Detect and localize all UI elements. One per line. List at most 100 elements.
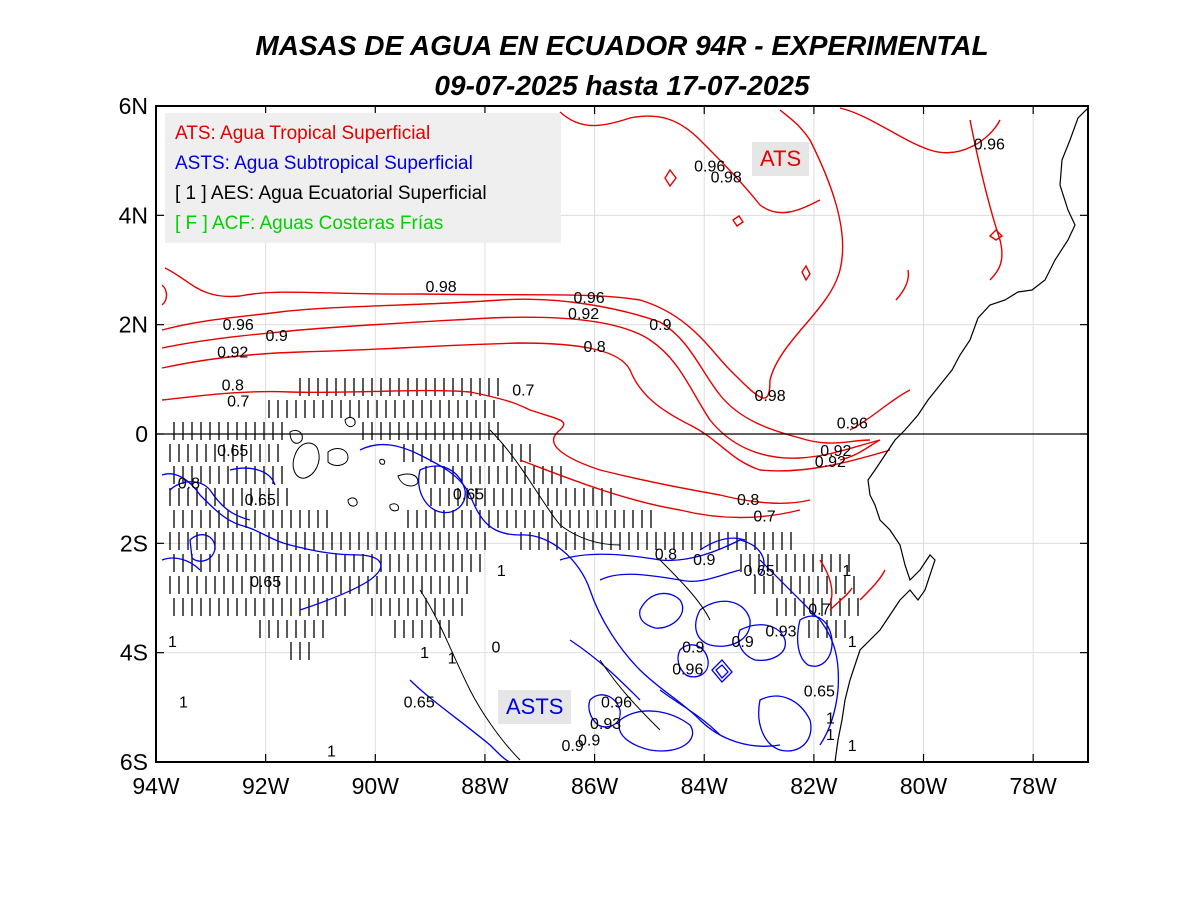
- legend-item-asts: ASTS: Agua Subtropical Superficial: [175, 153, 473, 174]
- axis-ticks: [155, 105, 1088, 763]
- ats-small-loop-5: [895, 269, 910, 301]
- ats-contour-coast-2: [839, 439, 881, 461]
- contour-label: 0.65: [245, 492, 276, 509]
- island-san-cristobal: [397, 473, 419, 487]
- galapagos-islands: [289, 416, 419, 512]
- contour-label: 0.65: [804, 683, 835, 700]
- contour-label: 0.93: [765, 623, 796, 640]
- legend-item-aes: [ 1 ] AES: Agua Ecuatorial Superficial: [175, 183, 487, 204]
- x-tick-label: 90W: [352, 773, 400, 799]
- x-tick-label: 80W: [900, 773, 948, 799]
- y-tick-label: 4N: [119, 202, 148, 228]
- aes-contour-1: [489, 429, 621, 546]
- ats-contour-07: [161, 389, 811, 504]
- ats-contour-08: [161, 342, 891, 472]
- island-santa-cruz: [327, 448, 349, 466]
- contour-label: 0.8: [737, 492, 759, 509]
- aes-contour-2: [419, 589, 521, 761]
- asts-contour-ne: [699, 537, 746, 551]
- ats-contour-south-2: [829, 587, 853, 611]
- contour-label: 0.96: [694, 159, 725, 176]
- contour-label: 0.7: [512, 383, 534, 400]
- ats-small-loop-2: [732, 215, 744, 227]
- contour-label: 0.98: [711, 170, 742, 187]
- legend-item-ats: ATS: Agua Tropical Superficial: [175, 123, 431, 144]
- asts-contour-main: [359, 443, 781, 747]
- asts-loop-7: [588, 694, 621, 728]
- coastline: [834, 107, 1088, 762]
- asts-contour-far-west: [189, 534, 216, 562]
- chart-title-line2: 09-07-2025 hasta 17-07-2025: [434, 70, 810, 101]
- contour-label: 0.92: [217, 344, 248, 361]
- asts-loop-4: [677, 644, 709, 678]
- ats-contour-092: [161, 298, 871, 444]
- ats-contour-bottom: [519, 459, 801, 519]
- asts-contour-island: [418, 465, 466, 514]
- y-tick-label: 4S: [120, 640, 148, 666]
- contour-label: 1: [848, 738, 857, 755]
- contour-label: 0.98: [754, 388, 785, 405]
- contour-label: 0.96: [574, 290, 605, 307]
- asts-loop-5: [711, 659, 733, 683]
- asts-contour-low: [569, 639, 641, 701]
- island-santiago: [344, 416, 356, 428]
- contour-label: 1: [448, 651, 457, 668]
- contour-label: 0.8: [222, 377, 244, 394]
- ats-contours: [161, 107, 1004, 611]
- contour-label: 0.92: [568, 306, 599, 323]
- asts-contour-west-2: [161, 557, 201, 571]
- contour-label: 1: [179, 694, 188, 711]
- region-label-asts: ASTS: [498, 690, 572, 724]
- contour-label: 0.9: [578, 733, 600, 750]
- contour-label: 1: [826, 711, 835, 728]
- asts-contour-west-3: [229, 467, 276, 486]
- island-floreana: [347, 497, 358, 507]
- contour-label: 1: [420, 645, 429, 662]
- aes-contour-3: [599, 659, 661, 731]
- ats-small-loop-4: [988, 229, 1004, 241]
- contour-label: 0.9: [731, 634, 753, 651]
- asts-contour-low-2: [659, 689, 721, 736]
- x-tick-label: 94W: [132, 773, 180, 799]
- contour-label: 0.92: [815, 454, 846, 471]
- contour-label: 0.96: [601, 694, 632, 711]
- contour-label: 1: [497, 563, 506, 580]
- x-tick-label: 78W: [1010, 773, 1058, 799]
- asts-loop-6: [715, 664, 729, 679]
- x-tick-label: 82W: [790, 773, 838, 799]
- ats-contour-left-edge: [161, 284, 168, 306]
- y-tick-label: 2S: [120, 530, 148, 556]
- ats-contour-098-east: [839, 107, 1001, 154]
- island-espanola: [389, 503, 399, 512]
- contour-label: 0.96: [672, 662, 703, 679]
- contour-label: 0.9: [682, 640, 704, 657]
- asts-contour-065-west: [161, 473, 382, 611]
- x-tick-label: 88W: [461, 773, 509, 799]
- ats-small-loop-3: [801, 264, 811, 282]
- contour-label: 0.8: [178, 476, 200, 493]
- contour-label: 0.96: [837, 416, 868, 433]
- contour-label: 0.98: [426, 279, 457, 296]
- contour-label: 1: [327, 744, 336, 761]
- ats-contour-098-north: [559, 111, 821, 214]
- island-small: [379, 458, 386, 465]
- contour-label: 0.93: [590, 716, 621, 733]
- contour-label: 0.8: [655, 547, 677, 564]
- island-fernandina: [289, 429, 303, 444]
- asts-contour-east: [759, 559, 840, 746]
- contour-label: 1: [848, 634, 857, 651]
- chart-title-line1: MASAS DE AGUA EN ECUADOR 94R - EXPERIMEN…: [255, 30, 989, 61]
- contour-label: 0.9: [693, 552, 715, 569]
- contour-label: 0.8: [583, 339, 605, 356]
- contour-label: 0.96: [974, 137, 1005, 154]
- contour-label: 1: [826, 727, 835, 744]
- contour-label: 1: [842, 563, 851, 580]
- contour-label: 0.7: [808, 601, 830, 618]
- asts-loop-2: [695, 600, 751, 647]
- island-isabela: [292, 442, 320, 479]
- contour-label: 0.7: [753, 508, 775, 525]
- region-label-ats: ATS: [752, 142, 810, 176]
- contour-label: 0: [491, 640, 500, 657]
- legend-item-acf: [ F ] ACF: Aguas Costeras Frías: [175, 213, 444, 234]
